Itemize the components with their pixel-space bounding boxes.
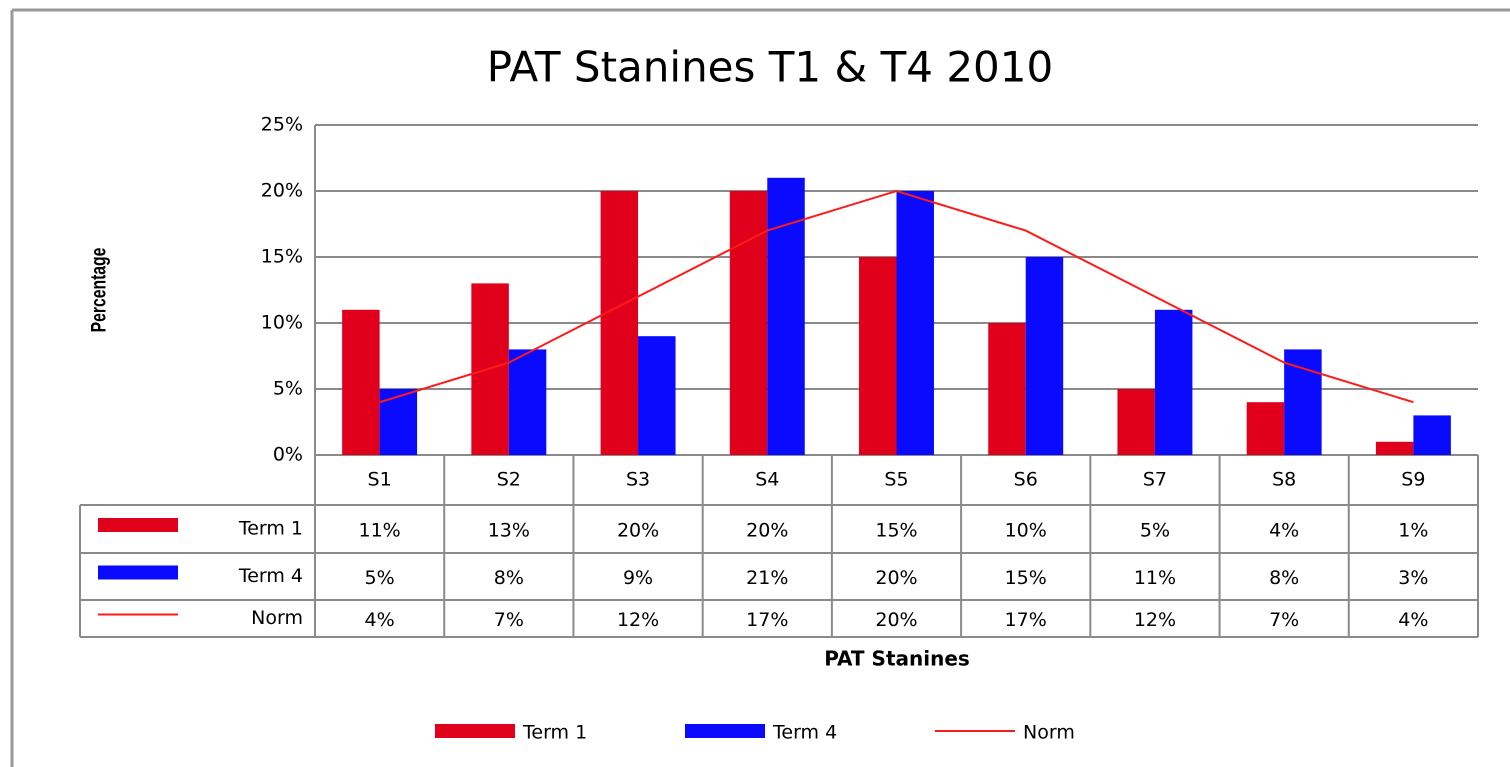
legend-swatch: [685, 724, 765, 738]
x-tick-label: S1: [368, 469, 392, 491]
bar: [379, 389, 418, 455]
x-tick-label: S2: [497, 469, 521, 491]
legend-label: Term 4: [772, 722, 837, 744]
x-tick-label: S8: [1272, 469, 1296, 491]
data-label: 4%: [1398, 609, 1428, 631]
y-tick-label: 20%: [261, 180, 303, 202]
bar: [729, 191, 768, 455]
data-label: 1%: [1398, 520, 1428, 542]
y-tick-label: 10%: [261, 312, 303, 334]
data-label: 11%: [358, 520, 400, 542]
data-label: 8%: [494, 567, 524, 589]
data-label: 20%: [746, 520, 788, 542]
y-tick-label: 0%: [273, 444, 303, 466]
data-label: 12%: [1134, 609, 1176, 631]
x-tick-label: S7: [1143, 469, 1167, 491]
y-tick-label: 25%: [261, 114, 303, 136]
data-label: 9%: [623, 567, 653, 589]
bar: [1154, 309, 1193, 455]
data-label: 17%: [1005, 609, 1047, 631]
line: [379, 189, 1414, 404]
data-label: 20%: [875, 609, 917, 631]
data-label: 17%: [746, 609, 788, 631]
data-label: 15%: [1005, 567, 1047, 589]
data-label: 20%: [875, 567, 917, 589]
y-tick-label: 5%: [273, 378, 303, 400]
data-label: 4%: [365, 609, 395, 631]
x-tick-label: S9: [1401, 469, 1425, 491]
table-legend-swatch: [98, 518, 178, 532]
data-label: 5%: [1140, 520, 1170, 542]
table-legend-label: Term 1: [238, 518, 303, 540]
data-label: 20%: [617, 520, 659, 542]
bar: [638, 336, 676, 455]
chart-title: PAT Stanines T1 & T4 2010: [487, 43, 1053, 92]
bar: [859, 257, 897, 455]
bar: [600, 191, 639, 455]
table-legend-label: Norm: [251, 607, 303, 629]
legend-label: Norm: [1023, 722, 1075, 744]
x-axis-title: PAT Stanines: [824, 647, 970, 671]
data-label: 5%: [365, 567, 395, 589]
x-tick-label: S5: [884, 469, 908, 491]
bar: [342, 309, 380, 455]
table-legend-swatch: [98, 565, 178, 580]
y-axis-title: Percentage: [86, 248, 110, 333]
x-tick-label: S4: [755, 469, 779, 491]
y-tick-label: 15%: [261, 246, 303, 268]
bar: [508, 349, 547, 455]
data-label: 4%: [1269, 520, 1299, 542]
bar: [988, 323, 1026, 455]
x-tick-label: S3: [626, 469, 650, 491]
data-label: 7%: [494, 609, 524, 631]
x-tick-label: S6: [1014, 469, 1038, 491]
bar: [1284, 349, 1322, 455]
data-label: 10%: [1005, 520, 1047, 542]
data-label: 12%: [617, 609, 659, 631]
bar: [1375, 441, 1414, 455]
bar: [767, 177, 805, 456]
data-label: 13%: [488, 520, 530, 542]
data-label: 15%: [875, 520, 917, 542]
data-label: 21%: [746, 567, 788, 589]
bar: [896, 191, 934, 455]
bar: [1117, 389, 1155, 455]
legend-label: Term 1: [522, 722, 587, 744]
data-label: 7%: [1269, 609, 1299, 631]
bar: [1025, 257, 1064, 455]
legend-swatch: [435, 724, 515, 738]
data-label: 11%: [1134, 567, 1176, 589]
bar: [1413, 415, 1451, 455]
data-label: 3%: [1398, 567, 1428, 589]
table-legend-label: Term 4: [238, 565, 303, 587]
data-label: 8%: [1269, 567, 1299, 589]
bar: [1246, 402, 1285, 455]
